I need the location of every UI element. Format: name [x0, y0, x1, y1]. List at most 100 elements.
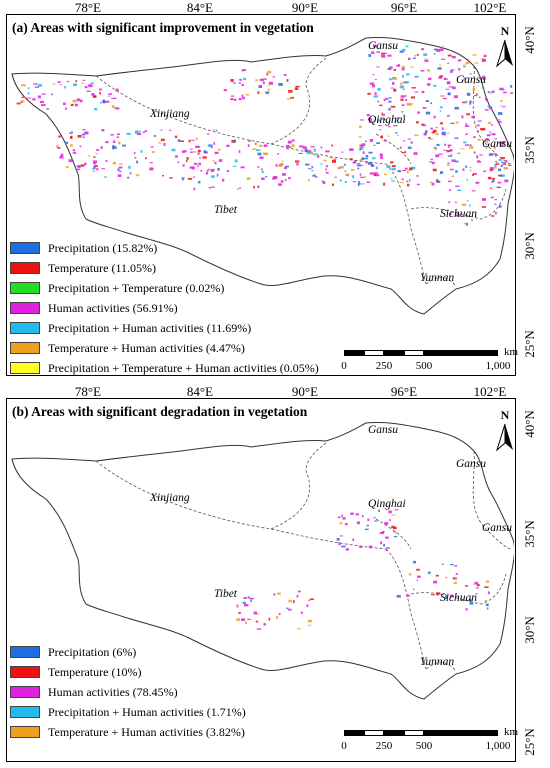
vegetation-change-pixel	[451, 55, 456, 59]
vegetation-change-pixel	[448, 145, 450, 148]
vegetation-change-pixel	[288, 177, 291, 180]
vegetation-change-pixel	[296, 163, 299, 166]
vegetation-change-pixel	[406, 103, 411, 106]
legend-item: Temperature (10%)	[10, 664, 141, 680]
lat-label: 30°N	[522, 616, 537, 644]
vegetation-change-pixel	[341, 151, 344, 153]
vegetation-change-pixel	[329, 156, 333, 159]
vegetation-change-pixel	[333, 158, 337, 160]
vegetation-change-pixel	[284, 166, 288, 170]
vegetation-change-pixel	[149, 162, 153, 164]
vegetation-change-pixel	[198, 146, 201, 148]
vegetation-change-pixel	[442, 45, 444, 49]
vegetation-change-pixel	[436, 592, 441, 595]
vegetation-change-pixel	[302, 146, 307, 150]
vegetation-change-pixel	[259, 86, 262, 88]
vegetation-change-pixel	[231, 95, 234, 97]
vegetation-change-pixel	[448, 189, 452, 191]
vegetation-change-pixel	[193, 151, 197, 153]
vegetation-change-pixel	[336, 538, 340, 541]
vegetation-change-pixel	[281, 160, 284, 162]
vegetation-change-pixel	[393, 531, 396, 533]
vegetation-change-pixel	[471, 115, 475, 119]
vegetation-change-pixel	[192, 176, 196, 178]
vegetation-change-pixel	[425, 111, 431, 115]
vegetation-change-pixel	[339, 535, 343, 537]
vegetation-change-pixel	[502, 91, 508, 94]
vegetation-change-pixel	[284, 179, 287, 181]
vegetation-change-pixel	[482, 75, 486, 79]
vegetation-change-pixel	[439, 64, 441, 66]
legend-item: Precipitation (15.82%)	[10, 240, 157, 256]
vegetation-change-pixel	[310, 598, 314, 601]
vegetation-change-pixel	[376, 51, 381, 53]
vegetation-change-pixel	[368, 151, 373, 154]
vegetation-change-pixel	[381, 111, 384, 115]
vegetation-change-pixel	[222, 178, 225, 182]
vegetation-change-pixel	[72, 149, 75, 151]
legend-swatch	[10, 282, 40, 294]
vegetation-change-pixel	[475, 593, 478, 595]
lat-label: 25°N	[522, 330, 537, 358]
vegetation-change-pixel	[345, 548, 350, 551]
vegetation-change-pixel	[500, 174, 505, 177]
vegetation-change-pixel	[306, 151, 311, 155]
vegetation-change-pixel	[469, 100, 472, 103]
vegetation-change-pixel	[454, 565, 458, 567]
vegetation-change-pixel	[386, 547, 390, 549]
vegetation-change-pixel	[140, 150, 143, 153]
vegetation-change-pixel	[169, 177, 173, 179]
vegetation-change-pixel	[92, 170, 95, 172]
vegetation-change-pixel	[395, 131, 398, 134]
vegetation-change-pixel	[397, 170, 402, 173]
vegetation-change-pixel	[438, 76, 442, 79]
vegetation-change-pixel	[404, 81, 409, 84]
vegetation-change-pixel	[252, 148, 257, 150]
vegetation-change-pixel	[463, 66, 466, 68]
vegetation-change-pixel	[375, 166, 378, 170]
vegetation-change-pixel	[466, 178, 468, 181]
vegetation-change-pixel	[469, 166, 472, 169]
vegetation-change-pixel	[385, 536, 389, 539]
province-label-qinghai: Qinghai	[368, 114, 406, 126]
vegetation-change-pixel	[386, 165, 391, 169]
vegetation-change-pixel	[481, 87, 485, 89]
vegetation-change-pixel	[306, 604, 309, 608]
vegetation-change-pixel	[287, 98, 291, 100]
vegetation-change-pixel	[352, 181, 356, 183]
vegetation-change-pixel	[149, 167, 154, 171]
vegetation-change-pixel	[244, 604, 249, 607]
province-label-gansu: Gansu	[368, 40, 399, 52]
vegetation-change-pixel	[186, 157, 189, 160]
north-arrow: N	[494, 408, 516, 454]
province-border	[385, 163, 427, 285]
north-label: N	[500, 24, 510, 38]
vegetation-change-pixel	[195, 137, 198, 141]
vegetation-change-pixel	[278, 612, 281, 616]
vegetation-change-pixel	[465, 608, 468, 611]
vegetation-change-pixel	[497, 181, 502, 184]
vegetation-change-pixel	[238, 78, 243, 81]
province-label-xinjiang: Xinjiang	[150, 108, 190, 120]
vegetation-change-pixel	[26, 97, 28, 99]
vegetation-change-pixel	[466, 222, 468, 226]
vegetation-change-pixel	[499, 87, 504, 91]
vegetation-change-pixel	[361, 143, 366, 146]
vegetation-change-pixel	[498, 158, 502, 161]
vegetation-change-pixel	[308, 599, 311, 601]
legend-label: Temperature (11.05%)	[48, 260, 156, 275]
vegetation-change-pixel	[436, 179, 439, 182]
scale-tick: 250	[375, 360, 393, 372]
vegetation-change-pixel	[447, 164, 450, 166]
vegetation-change-pixel	[242, 96, 245, 100]
vegetation-change-pixel	[433, 84, 437, 87]
vegetation-change-pixel	[498, 168, 501, 171]
vegetation-change-pixel	[367, 92, 371, 95]
vegetation-change-pixel	[152, 151, 155, 154]
vegetation-change-pixel	[374, 92, 377, 95]
vegetation-change-pixel	[435, 574, 439, 577]
vegetation-change-pixel	[406, 170, 409, 174]
vegetation-change-pixel	[112, 161, 116, 165]
vegetation-change-pixel	[344, 180, 347, 184]
vegetation-change-pixel	[490, 91, 493, 94]
